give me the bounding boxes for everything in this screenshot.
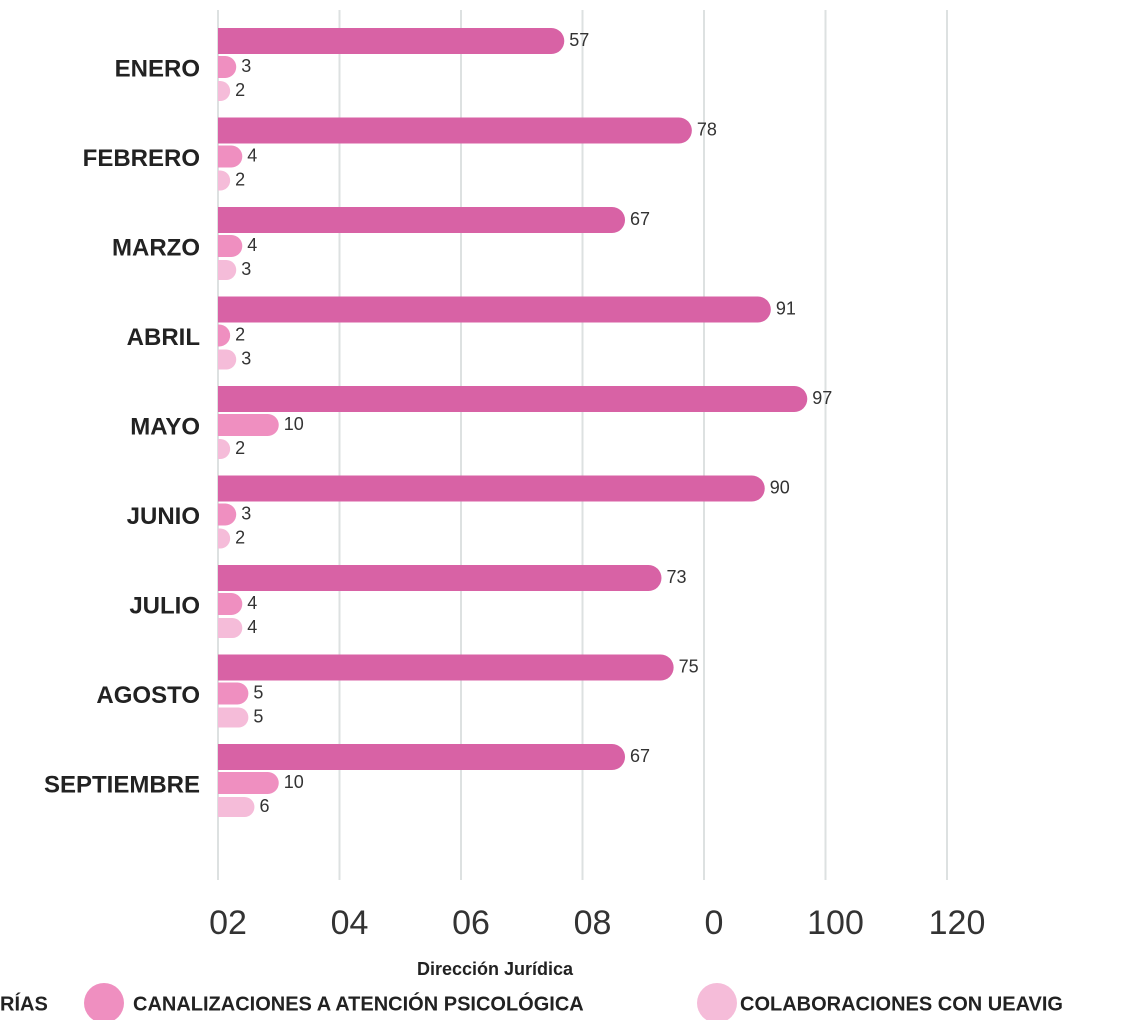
value-label: 2 [235, 80, 245, 100]
bar [218, 654, 674, 681]
x-tick-label: 02 [209, 904, 247, 942]
value-label: 75 [679, 656, 699, 676]
y-tick-label: ABRIL [127, 324, 200, 351]
y-tick-label: AGOSTO [96, 682, 200, 709]
bar [218, 707, 249, 728]
bar [218, 170, 231, 191]
value-label: 73 [666, 567, 686, 587]
value-label: 3 [241, 348, 251, 368]
legend-swatch [84, 983, 124, 1020]
bar [218, 439, 231, 459]
bar [218, 744, 626, 770]
value-label: 78 [697, 119, 717, 139]
x-tick-label: 0 [705, 904, 724, 942]
value-label: 4 [247, 617, 257, 637]
x-axis-label: Dirección Jurídica [417, 959, 574, 979]
value-label: 10 [284, 772, 304, 792]
bar [218, 593, 243, 615]
y-tick-label: MAYO [130, 413, 200, 440]
value-label: 3 [241, 259, 251, 279]
bar [218, 565, 662, 591]
bar [218, 528, 231, 549]
x-tick-label: 06 [452, 904, 490, 942]
bar [218, 503, 237, 526]
bar [218, 349, 237, 370]
bar [218, 797, 255, 817]
bar [218, 117, 692, 144]
x-tick-label: 100 [807, 904, 864, 942]
value-label: 6 [259, 796, 269, 816]
legend-label: COLABORACIONES CON UEAVIG [740, 993, 1063, 1015]
value-label: 2 [235, 169, 245, 189]
bar [218, 618, 243, 638]
legend-swatch [697, 983, 737, 1020]
y-tick-label: FEBRERO [83, 145, 200, 172]
legend-label: CANALIZACIONES A ATENCIÓN PSICOLÓGICA [133, 991, 584, 1015]
bar [218, 386, 808, 412]
value-label: 3 [241, 503, 251, 523]
bar [218, 56, 237, 78]
value-label: 5 [253, 706, 263, 726]
legend-label: RÍAS [0, 992, 48, 1015]
value-label: 3 [241, 56, 251, 76]
bar [218, 475, 765, 502]
value-label: 91 [776, 298, 796, 318]
bar [218, 414, 279, 436]
x-tick-label: 08 [574, 904, 612, 942]
value-label: 67 [630, 746, 650, 766]
bar [218, 772, 279, 794]
y-tick-label: SEPTIEMBRE [44, 771, 200, 798]
y-tick-label: MARZO [112, 234, 200, 261]
value-label: 4 [247, 145, 257, 165]
value-label: 2 [235, 324, 245, 344]
value-label: 90 [770, 477, 790, 497]
y-tick-label: JUNIO [127, 503, 200, 530]
value-label: 2 [235, 527, 245, 547]
bar [218, 145, 243, 168]
value-label: 5 [253, 682, 263, 702]
bar [218, 28, 565, 54]
bar [218, 260, 237, 280]
value-label: 4 [247, 593, 257, 613]
bar [218, 682, 249, 705]
x-tick-label: 04 [331, 904, 369, 942]
value-label: 2 [235, 438, 245, 458]
value-label: 4 [247, 235, 257, 255]
bar [218, 207, 626, 233]
y-tick-label: ENERO [115, 55, 200, 82]
x-tick-label: 120 [929, 904, 986, 942]
bar [218, 81, 231, 101]
y-tick-label: JULIO [129, 592, 200, 619]
bar [218, 324, 231, 347]
value-label: 10 [284, 414, 304, 434]
bar [218, 296, 771, 323]
value-label: 67 [630, 209, 650, 229]
bar [218, 235, 243, 257]
value-label: 97 [812, 388, 832, 408]
value-label: 57 [569, 30, 589, 50]
